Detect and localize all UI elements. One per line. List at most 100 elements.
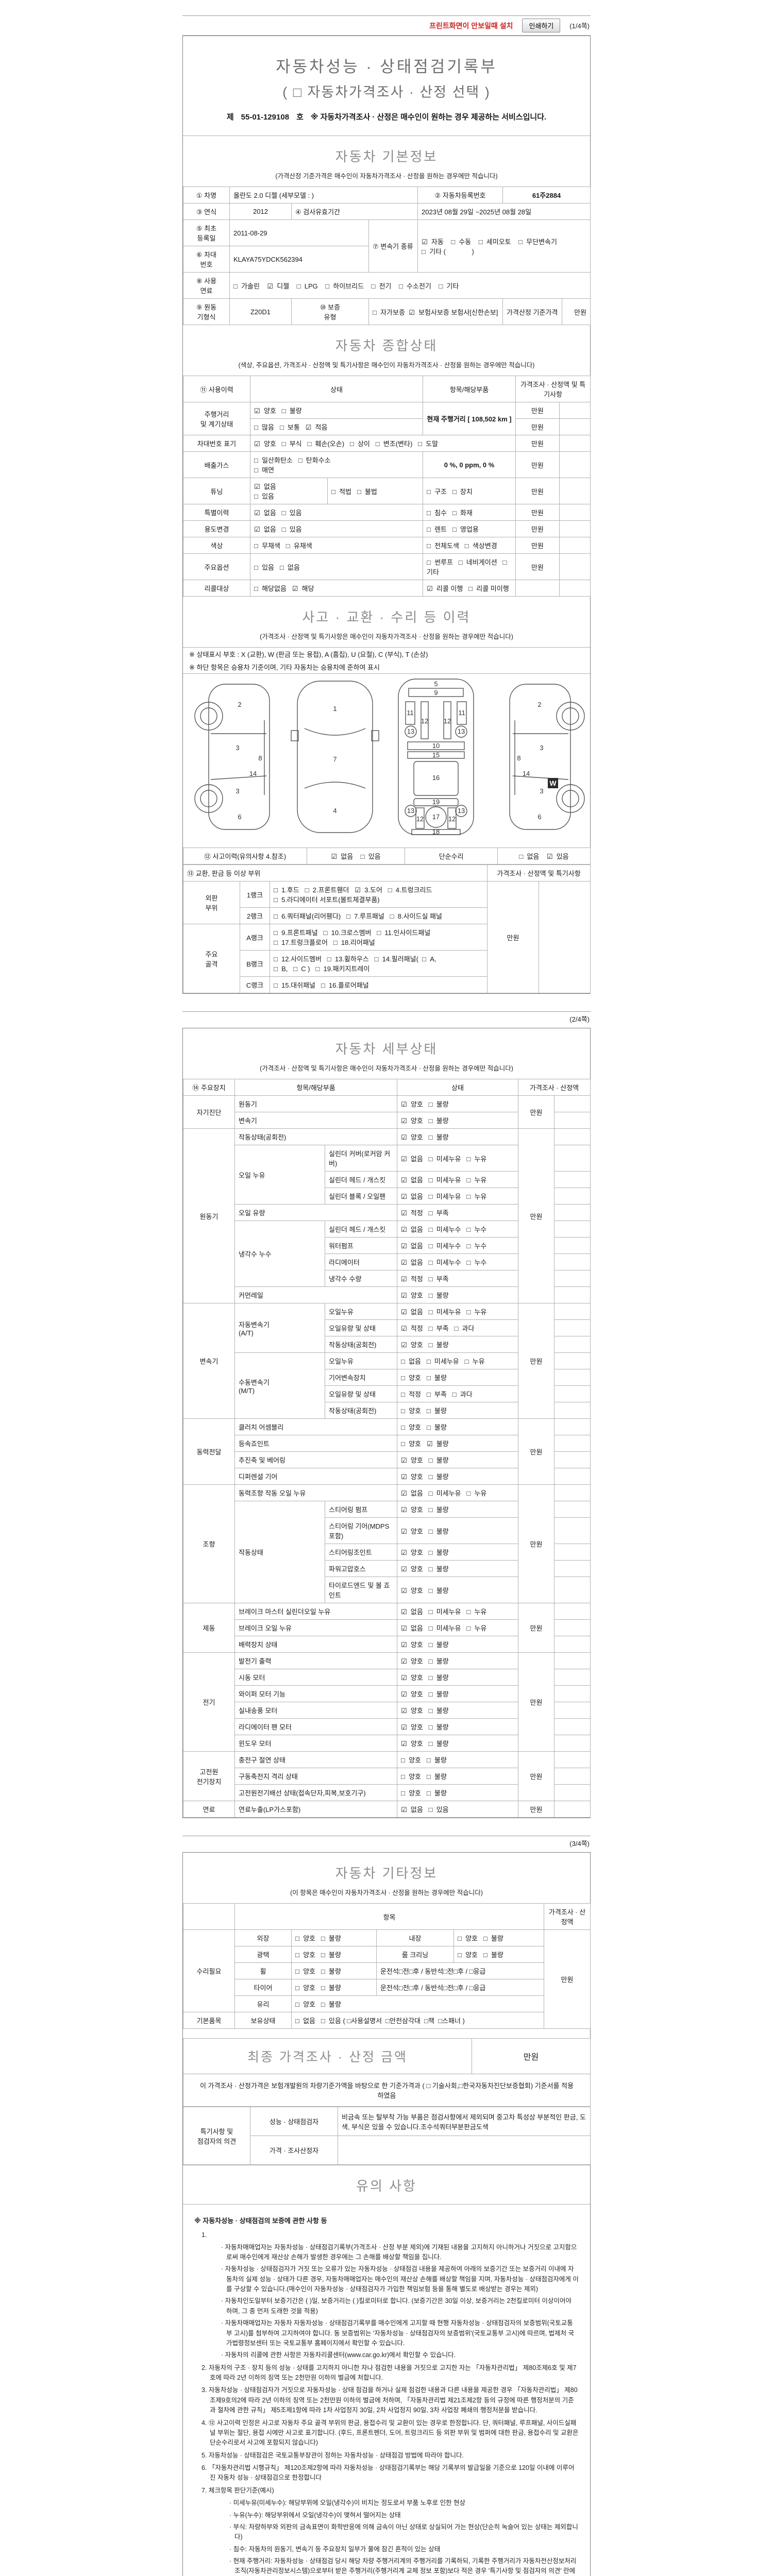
- item-status[interactable]: ☑ 없음 □ 미세누유 □ 누유: [397, 1603, 518, 1620]
- print-button[interactable]: 인쇄하기: [522, 19, 561, 32]
- item-status[interactable]: ☑ 없음 □ 미세누수 □ 누수: [397, 1237, 518, 1254]
- color-kind[interactable]: □ 전체도색 □ 색상변경: [423, 537, 516, 554]
- emission-values: 0 %, 0 ppm, 0 %: [423, 451, 516, 478]
- simple-repair-status[interactable]: □ 없음 ☑ 있음: [497, 848, 591, 865]
- item-status[interactable]: ☑ 없음 □ 있음: [397, 1801, 518, 1818]
- device-group: 제동: [183, 1603, 235, 1653]
- item-status[interactable]: ☑ 없음 □ 미세누수 □ 누수: [397, 1221, 518, 1238]
- item-status[interactable]: ☑ 양호 □ 불량: [397, 1702, 518, 1719]
- item-status[interactable]: ☑ 양호 □ 불량: [397, 1095, 518, 1112]
- mileage-level-status[interactable]: □ 많음 □ 보통 ☑ 적음: [249, 418, 424, 435]
- item-status[interactable]: □ 양호 □ 불량: [291, 1979, 377, 1996]
- item-status[interactable]: ☑ 양호 □ 불량: [397, 1685, 518, 1702]
- item-status[interactable]: ☑ 양호 □ 불량: [397, 1336, 518, 1353]
- wheel-positions[interactable]: 운전석□전□후 / 동반석□전□후 / □응급: [376, 1962, 545, 1979]
- item-status[interactable]: □ 양호 □ 불량: [397, 1768, 518, 1785]
- item-status[interactable]: □ 양호 □ 불량: [397, 1751, 518, 1768]
- item-status[interactable]: □ 양호 □ 불량: [397, 1369, 518, 1386]
- rankA-options[interactable]: □ 9.프론트패널 □ 10.크로스멤버 □ 11.인사이드패널 □ 17.트렁…: [270, 924, 488, 951]
- item-status[interactable]: ☑ 양호 □ 불량: [397, 1669, 518, 1686]
- item-status[interactable]: ☑ 적정 □ 부족: [397, 1270, 518, 1287]
- usage-change-status[interactable]: ☑ 없음 □ 있음: [249, 520, 424, 537]
- remark-cell: [554, 1336, 591, 1353]
- tire-positions[interactable]: 운전석□전□후 / 동반석□전□후 / □응급: [376, 1979, 545, 1996]
- color-status[interactable]: □ 무채색 □ 유채색: [249, 537, 424, 554]
- item-status[interactable]: ☑ 없음 □ 미세누유 □ 누유: [397, 1188, 518, 1205]
- item-status[interactable]: □ 적정 □ 부족 □ 과다: [397, 1385, 518, 1402]
- item-status[interactable]: □ 양호 □ 불량: [291, 1995, 545, 2012]
- item-status[interactable]: ☑ 양호 □ 불량: [397, 1112, 518, 1129]
- item-status[interactable]: ☑ 양호 □ 불량: [397, 1718, 518, 1735]
- item-status[interactable]: ☑ 없음 □ 미세누유 □ 누유: [397, 1484, 518, 1501]
- options-kind[interactable]: □ 썬루프 □ 네비게이션 □ 기타: [423, 553, 516, 580]
- item-status[interactable]: ☑ 없음 □ 미세누유 □ 누유: [397, 1171, 518, 1188]
- options-status[interactable]: □ 있음 □ 없음: [249, 553, 424, 580]
- item-status[interactable]: □ 양호 □ 불량: [291, 1962, 377, 1979]
- item-status[interactable]: ☑ 양호 □ 불량: [397, 1544, 518, 1561]
- recall-done-status[interactable]: ☑ 리콜 이행 □ 리콜 미이행: [423, 580, 516, 597]
- price-unit: 만원: [515, 418, 560, 435]
- item-status[interactable]: ☑ 적정 □ 부족: [397, 1204, 518, 1221]
- vin-mark-status[interactable]: ☑ 양호 □ 부식 □ 훼손(오손) □ 상이 □ 변조(변타) □ 도말: [249, 435, 516, 452]
- recall-status[interactable]: □ 해당없음 ☑ 해당: [249, 580, 424, 597]
- item-status[interactable]: ☑ 양호 □ 불량: [397, 1286, 518, 1303]
- warranty-options[interactable]: □ 자가보증 ☑ 보험사보증 보험사[신한손보]: [368, 298, 503, 325]
- special-history-status[interactable]: ☑ 없음 □ 있음: [249, 504, 424, 521]
- item-status[interactable]: ☑ 양호 □ 불량: [397, 1501, 518, 1518]
- tuning-legality[interactable]: □ 적법 □ 불법: [327, 478, 424, 504]
- transmission-options[interactable]: ☑ 자동 □ 수동 □ 세미오토 □ 무단변속기 □ 기타 ( ): [417, 219, 591, 273]
- rank1-options[interactable]: □ 1.후드 □ 2.프론트휀더 ☑ 3.도어 □ 4.트렁크리드 □ 5.라디…: [270, 881, 488, 908]
- item-status[interactable]: ☑ 양호 □ 불량: [397, 1468, 518, 1485]
- item-status[interactable]: ☑ 없음 □ 미세누수 □ 누수: [397, 1253, 518, 1270]
- item-status[interactable]: ☑ 없음 □ 미세누유 □ 누유: [397, 1303, 518, 1320]
- transmission-opts-line1[interactable]: ☑ 자동 □ 수동 □ 세미오토 □ 무단변속기: [422, 238, 557, 246]
- tuning-kind[interactable]: □ 구조 □ 장치: [423, 478, 516, 504]
- price-basis-note[interactable]: 이 가격조사 · 산정가격은 보험개발원의 차량기준가액을 바탕으로 한 기준가…: [183, 2074, 591, 2107]
- device-group: 동력전달: [183, 1418, 235, 1485]
- item-status[interactable]: ☑ 양호 □ 불량: [397, 1636, 518, 1653]
- doc-subtitle[interactable]: ( □ 자동차가격조사 · 산정 선택 ): [282, 84, 491, 100]
- item-status[interactable]: □ 양호 □ 불량: [453, 1929, 545, 1946]
- item-status[interactable]: □ 없음 □ 있음 ( □사용설명서 □안전삼각대 □잭 □스패너 ): [291, 2012, 545, 2029]
- accident-history-status[interactable]: ☑ 없음 □ 있음: [307, 848, 405, 865]
- item-status[interactable]: □ 양호 □ 불량: [397, 1784, 518, 1801]
- item-status[interactable]: ☑ 양호 □ 불량: [397, 1735, 518, 1752]
- mileage-gauge-status[interactable]: ☑ 양호 □ 불량: [249, 402, 424, 419]
- transmission-opts-line2[interactable]: □ 기타 ( ): [422, 247, 474, 256]
- item-status[interactable]: ☑ 적정 □ 부족 □ 과다: [397, 1319, 518, 1336]
- item-status[interactable]: □ 양호 ☑ 불량: [397, 1435, 518, 1452]
- item-label: 브레이크 마스터 실린더오일 누유: [234, 1603, 397, 1620]
- item-status[interactable]: □ 양호 □ 불량: [291, 1946, 377, 1963]
- remark-cell: [554, 1095, 591, 1112]
- rank2-options[interactable]: □ 6.쿼터패널(리어휀다) □ 7.루프패널 □ 8.사이드실 패널: [270, 907, 488, 924]
- item-status[interactable]: □ 양호 □ 불량: [397, 1402, 518, 1419]
- item-status[interactable]: □ 양호 □ 불량: [291, 1929, 377, 1946]
- item-label: 충전구 절연 상태: [234, 1751, 397, 1768]
- col-header: 항목/해당부품: [423, 376, 516, 402]
- item-label: 타이로드엔드 및 볼 죠인트: [325, 1577, 397, 1603]
- item-status[interactable]: □ 양호 □ 불량: [397, 1418, 518, 1435]
- item-status[interactable]: ☑ 양호 □ 불량: [397, 1128, 518, 1145]
- item-status[interactable]: ☑ 양호 □ 불량: [397, 1652, 518, 1669]
- item-status[interactable]: ☑ 양호 □ 불량: [397, 1560, 518, 1577]
- tuning-status[interactable]: ☑ 없음 □ 있음: [250, 478, 328, 504]
- item-status[interactable]: □ 없음 □ 미세누유 □ 누유: [397, 1352, 518, 1369]
- install-help-link[interactable]: 프린트화면이 안보일때 설치: [429, 21, 513, 30]
- rankB-options[interactable]: □ 12.사이드멤버 □ 13.휠하우스 □ 14.필러패널( □ A, □ B…: [270, 950, 488, 977]
- item-status[interactable]: ☑ 양호 □ 불량: [397, 1451, 518, 1468]
- item-status[interactable]: □ 양호 □ 불량: [453, 1946, 545, 1963]
- row-label: 차대번호 표기: [183, 435, 250, 452]
- rankC-options[interactable]: □ 15.대쉬패널 □ 16.플로어패널: [270, 976, 488, 993]
- emission-status[interactable]: □ 일산화탄소 □ 탄화수소 □ 매연: [249, 451, 424, 478]
- item-status[interactable]: ☑ 양호 □ 불량: [397, 1577, 518, 1603]
- item-status[interactable]: ☑ 없음 □ 미세누유 □ 누유: [397, 1619, 518, 1636]
- item-label: 작동상태(공회전): [325, 1336, 397, 1353]
- special-history-kind[interactable]: □ 침수 □ 화재: [423, 504, 516, 521]
- remark-cell: [554, 1501, 591, 1518]
- usage-change-kind[interactable]: □ 렌트 □ 영업용: [423, 520, 516, 537]
- fuel-options[interactable]: □ 가솔린 ☑ 디젤 □ LPG □ 하이브리드 □ 전기 □ 수소전기 □ 기…: [229, 272, 591, 299]
- item-status[interactable]: ☑ 없음 □ 미세누유 □ 누유: [397, 1145, 518, 1172]
- page-2: 자동차 세부상태 (가격조사 · 산정액 및 특기사항은 매수인이 자동차가격조…: [182, 1028, 591, 1818]
- item-label: 브레이크 오일 누유: [234, 1619, 397, 1636]
- item-status[interactable]: ☑ 양호 □ 불량: [397, 1517, 518, 1544]
